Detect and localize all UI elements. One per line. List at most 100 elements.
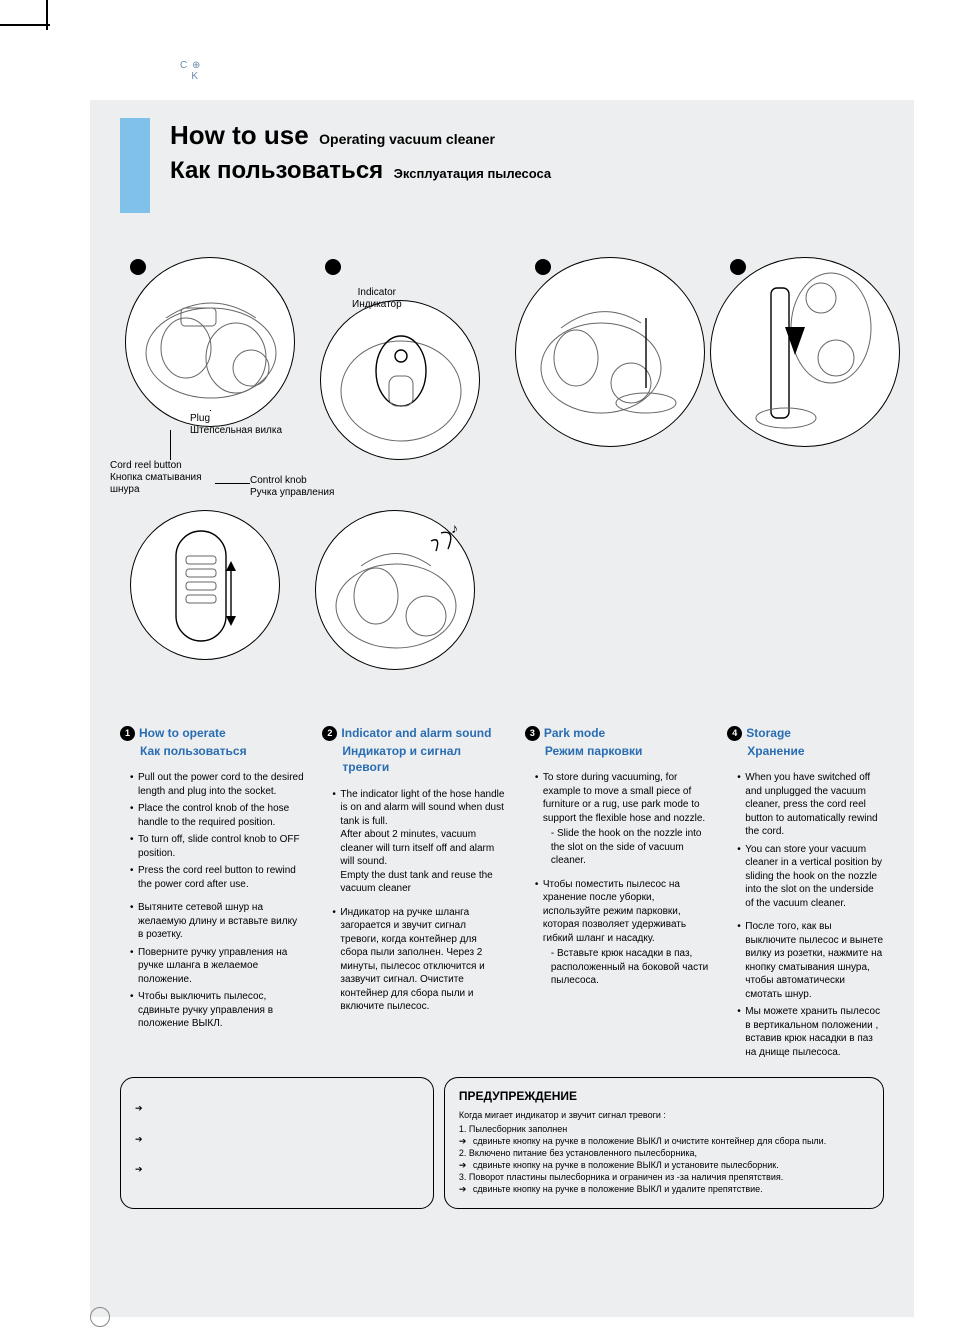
col-2: 2 Indicator and alarm sound Индикатор и …: [322, 725, 506, 1063]
num-badge-3: 3: [525, 726, 540, 741]
warning-ru-line: Поворот пластины пылесборника и ограниче…: [469, 1172, 783, 1182]
warning-ru-arrow: сдвиньте кнопку на ручке в положение ВЫК…: [459, 1183, 869, 1195]
list-item: When you have switched off and unplugged…: [737, 771, 884, 839]
list-item: Place the control knob of the hose handl…: [130, 802, 304, 829]
col-3-title-en: Park mode: [544, 725, 605, 741]
content-area: How to use Operating vacuum cleaner Как …: [90, 100, 914, 1317]
warning-ru-line: Пылесборник заполнен: [469, 1124, 567, 1134]
sub-item: - Вставьте крюк насадки в паз, расположе…: [543, 947, 709, 988]
list-item: Чтобы поместить пылесос на хранение посл…: [535, 878, 709, 988]
list-item: To turn off, slide control knob to OFF p…: [130, 833, 304, 860]
list-item: Мы можете хранить пылесос в вертикальном…: [737, 1005, 884, 1059]
list-item-text: To store during vacuuming, for example t…: [543, 772, 705, 824]
warning-box-en: [120, 1077, 434, 1208]
warning-ru-item-3: 3. Поворот пластины пылесборника и огран…: [459, 1171, 869, 1183]
cord-reel-label: Cord reel button Кнопка сматывания шнура: [110, 460, 215, 496]
control-knob-label: Control knob Ручка управления: [250, 475, 334, 499]
col-1-heading-ru: Как пользоваться: [140, 743, 304, 759]
vacuum-sketch-1: [126, 258, 296, 428]
col-3-heading-ru: Режим парковки: [545, 743, 709, 759]
col-4-heading-ru: Хранение: [747, 743, 884, 759]
diagram-circle-2: [320, 300, 480, 460]
warning-en-arrow: [135, 1133, 419, 1145]
title-en-main: How to use: [170, 120, 309, 150]
plug-label-ru: Штепсельная вилка: [190, 425, 282, 437]
title-accent-bar: [120, 118, 150, 213]
col-2-list-en: The indicator light of the hose handle i…: [322, 788, 506, 896]
diagram-circle-1: [125, 257, 295, 427]
cord-reel-en: Cord reel button: [110, 460, 215, 472]
list-item-text: Чтобы поместить пылесос на хранение посл…: [543, 879, 686, 944]
page: C ⊕ K How to use Operating vacuum cleane…: [0, 0, 954, 1337]
col-2-list-ru: Индикатор на ручке шланга загорается и з…: [322, 906, 506, 1014]
col-4-list-en: When you have switched off and unplugged…: [727, 771, 884, 910]
warning-ru-arrow: сдвиньте кнопку на ручке в положение ВЫК…: [459, 1159, 869, 1171]
registration-mark: C ⊕ K: [180, 60, 201, 82]
warning-ru-item-2: 2. Включено питание без установленного п…: [459, 1147, 869, 1159]
col-1-heading-en: 1 How to operate: [120, 725, 304, 741]
crop-mark-horizontal: [0, 24, 50, 26]
col-4: 4 Storage Хранение When you have switche…: [727, 725, 884, 1063]
arrow-down-icon: [785, 327, 805, 355]
col-2-title-en: Indicator and alarm sound: [341, 725, 491, 741]
page-number-circle: [90, 1307, 110, 1327]
storage-sketch: [711, 258, 901, 448]
num-badge-4: 4: [727, 726, 742, 741]
indicator-en: Indicator: [352, 287, 402, 299]
list-item: The indicator light of the hose handle i…: [332, 788, 506, 896]
list-item: Индикатор на ручке шланга загорается и з…: [332, 906, 506, 1014]
col-1-list-ru: Вытяните сетевой шнур на желаемую длину …: [120, 901, 304, 1031]
diagram-area: Plug Штепсельная вилка Cord reel button …: [120, 265, 884, 695]
diagram-circle-handle: [130, 510, 280, 660]
diagram-circle-alarm: ♪: [315, 510, 475, 670]
cord-reel-ru: Кнопка сматывания шнура: [110, 472, 215, 496]
handle-sketch: [131, 511, 281, 661]
list-item: Press the cord reel button to rewind the…: [130, 864, 304, 891]
warning-ru-line: Включено питание без установленного пыле…: [469, 1148, 697, 1158]
num-badge-2: 2: [322, 726, 337, 741]
svg-text:♪: ♪: [451, 520, 458, 536]
warning-ru-item-1: 1. Пылесборник заполнен: [459, 1123, 869, 1135]
list-item: Pull out the power cord to the desired l…: [130, 771, 304, 798]
list-item: You can store your vacuum cleaner in a v…: [737, 843, 884, 911]
warning-box-ru: ПРЕДУПРЕЖДЕНИЕ Когда мигает индикатор и …: [444, 1077, 884, 1208]
title-block: How to use Operating vacuum cleaner Как …: [170, 120, 884, 185]
warning-en-arrow: [135, 1102, 419, 1114]
warning-ru-intro: Когда мигает индикатор и звучит сигнал т…: [459, 1109, 869, 1121]
control-knob-ru: Ручка управления: [250, 487, 334, 499]
indicator-ru: Индикатор: [352, 299, 402, 311]
list-item: Чтобы выключить пылесос, сдвиньте ручку …: [130, 990, 304, 1031]
warning-ru-title: ПРЕДУПРЕЖДЕНИЕ: [459, 1088, 869, 1104]
warning-ru-arrow: сдвиньте кнопку на ручке в положение ВЫК…: [459, 1135, 869, 1147]
warning-row: ПРЕДУПРЕЖДЕНИЕ Когда мигает индикатор и …: [120, 1077, 884, 1208]
col-3: 3 Park mode Режим парковки To store duri…: [525, 725, 709, 1063]
col-1: 1 How to operate Как пользоваться Pull o…: [120, 725, 304, 1063]
col-2-heading-ru: Индикатор и сигнал тревоги: [342, 743, 506, 775]
list-item: Поверните ручку управления на ручке шлан…: [130, 946, 304, 987]
list-item: Вытяните сетевой шнур на желаемую длину …: [130, 901, 304, 942]
title-ru-main: Как пользоваться: [170, 157, 383, 184]
indicator-sketch: [321, 301, 481, 461]
park-sketch: [516, 258, 706, 448]
columns: 1 How to operate Как пользоваться Pull o…: [120, 725, 884, 1063]
col-4-heading-en: 4 Storage: [727, 725, 884, 741]
plug-label-en: Plug: [190, 413, 282, 425]
plug-label: Plug Штепсельная вилка: [190, 413, 282, 437]
indicator-label: Indicator Индикатор: [352, 287, 402, 311]
title-en-sub: Operating vacuum cleaner: [319, 131, 495, 147]
col-3-heading-en: 3 Park mode: [525, 725, 709, 741]
title-ru-sub: Эксплуатация пылесоса: [394, 166, 552, 181]
diagram-circle-4: [710, 257, 900, 447]
diagram-circle-3: [515, 257, 705, 447]
col-4-title-en: Storage: [746, 725, 791, 741]
list-item: To store during vacuuming, for example t…: [535, 771, 709, 868]
warning-en-arrow: [135, 1163, 419, 1175]
alarm-sketch: ♪: [316, 511, 476, 671]
step-dot-2: [325, 259, 341, 275]
col-3-list-ru: Чтобы поместить пылесос на хранение посл…: [525, 878, 709, 988]
col-4-list-ru: После того, как вы выключите пылесос и в…: [727, 920, 884, 1059]
sub-item: - Slide the hook on the nozzle into the …: [543, 827, 709, 868]
col-2-heading-en: 2 Indicator and alarm sound: [322, 725, 506, 741]
list-item: После того, как вы выключите пылесос и в…: [737, 920, 884, 1001]
col-1-list-en: Pull out the power cord to the desired l…: [120, 771, 304, 891]
